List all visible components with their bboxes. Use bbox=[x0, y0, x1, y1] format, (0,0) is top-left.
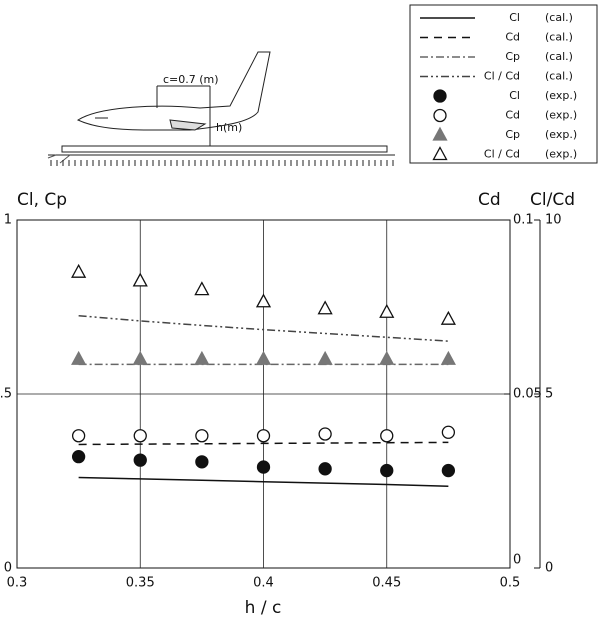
marker bbox=[318, 462, 332, 476]
marker bbox=[256, 460, 271, 474]
marker bbox=[440, 350, 456, 365]
marker bbox=[132, 350, 148, 365]
marker bbox=[194, 350, 210, 365]
marker bbox=[440, 310, 456, 325]
legend-source: (exp.) bbox=[545, 109, 577, 122]
series-line bbox=[78, 314, 449, 342]
y-tick-label: 1 bbox=[4, 213, 12, 228]
legend-source: (exp.) bbox=[545, 89, 577, 102]
marker bbox=[432, 146, 448, 161]
marker bbox=[256, 429, 271, 443]
legend-name: Cd bbox=[505, 109, 520, 122]
y2-tick-label: 0.1 bbox=[513, 213, 534, 228]
y-tick-label: 0 bbox=[4, 561, 12, 576]
legend-name: Cl bbox=[509, 11, 520, 24]
marker bbox=[132, 272, 148, 287]
marker bbox=[317, 300, 333, 315]
series-line bbox=[78, 476, 449, 487]
y2-axis-label: Cd bbox=[478, 190, 501, 210]
marker bbox=[433, 108, 447, 123]
marker bbox=[71, 429, 86, 443]
x-tick-label: 0.4 bbox=[253, 576, 274, 591]
series-line bbox=[78, 441, 449, 446]
marker bbox=[71, 449, 86, 464]
marker bbox=[379, 350, 395, 365]
y3-axis-label: Cl/Cd bbox=[530, 190, 575, 210]
legend-name: Cp bbox=[505, 50, 520, 63]
legend-source: (exp.) bbox=[545, 148, 577, 161]
y-tick-label: 0.5 bbox=[0, 387, 12, 402]
x-axis-label: h / c bbox=[245, 598, 282, 618]
legend-source: (exp.) bbox=[545, 128, 577, 141]
marker bbox=[441, 425, 456, 439]
y2-tick-label: 0.05 bbox=[513, 387, 542, 402]
marker bbox=[432, 126, 448, 141]
marker bbox=[255, 293, 272, 308]
legend-source: (cal.) bbox=[545, 11, 573, 24]
legend-source: (cal.) bbox=[545, 70, 573, 83]
marker bbox=[133, 429, 147, 443]
marker bbox=[133, 453, 147, 467]
y3-tick-label: 0 bbox=[545, 561, 553, 576]
marker bbox=[255, 350, 272, 365]
x-tick-label: 0.45 bbox=[372, 576, 401, 591]
marker bbox=[71, 263, 87, 278]
legend-source: (cal.) bbox=[545, 31, 573, 44]
legend-name: Cl / Cd bbox=[484, 148, 520, 161]
x-tick-label: 0.35 bbox=[126, 576, 155, 591]
marker bbox=[195, 455, 209, 469]
x-tick-label: 0.5 bbox=[500, 576, 521, 591]
aircraft-sketch bbox=[47, 51, 395, 166]
marker bbox=[317, 350, 333, 365]
marker bbox=[380, 463, 394, 478]
annotation: h(m) bbox=[216, 121, 242, 134]
annotation: c=0.7 (m) bbox=[163, 73, 219, 86]
legend-name: Cl bbox=[509, 89, 520, 102]
y2-tick-label: 0 bbox=[513, 553, 521, 568]
marker bbox=[433, 89, 447, 103]
legend-name: Cl / Cd bbox=[484, 70, 520, 83]
y-axis-label: Cl, Cp bbox=[17, 190, 67, 210]
marker bbox=[194, 281, 210, 296]
legend-name: Cp bbox=[505, 128, 520, 141]
legend-source: (cal.) bbox=[545, 50, 573, 63]
x-tick-label: 0.3 bbox=[7, 576, 28, 591]
marker bbox=[380, 429, 394, 443]
legend-name: Cd bbox=[505, 31, 520, 44]
marker bbox=[379, 303, 395, 318]
marker bbox=[318, 427, 332, 441]
marker bbox=[71, 350, 87, 365]
marker bbox=[441, 463, 456, 478]
y3-tick-label: 10 bbox=[545, 213, 562, 228]
y3-tick-label: 5 bbox=[545, 387, 553, 402]
marker bbox=[195, 429, 209, 443]
